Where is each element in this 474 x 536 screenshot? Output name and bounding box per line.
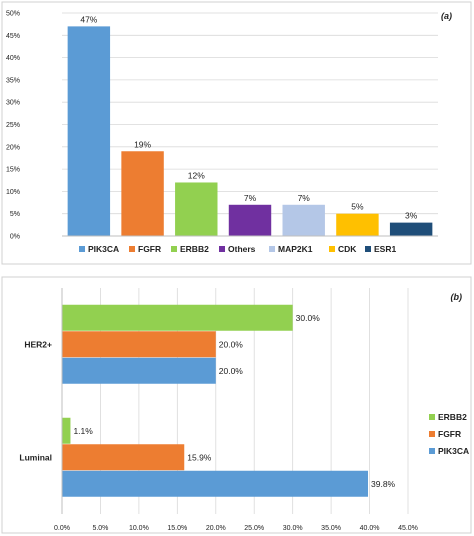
panel-b-chart: (b) 0.0% 5.0% 10.0% 15.0% 20.0% 25.0% 30.0% 35.… bbox=[1, 276, 472, 534]
bar-fgfr-luminal bbox=[62, 444, 185, 471]
panel-a-y-axis: 0% 5% 10% 15% 20% 25% 30% 35% 40% 45% 50% bbox=[6, 11, 20, 241]
data-label: 19% bbox=[134, 139, 151, 149]
panel-a-legend: PIK3CA FGFR ERBB2 Others MAP2K1 CDK ESR1 bbox=[79, 244, 396, 254]
data-label: 20.0% bbox=[219, 340, 244, 350]
y-tick-label: 25% bbox=[6, 122, 20, 129]
y-tick-label: 30% bbox=[6, 100, 20, 107]
x-tick-label: 25.0% bbox=[244, 525, 264, 532]
y-tick-label: 0% bbox=[10, 234, 20, 241]
panel-b-category-labels: HER2+ Luminal bbox=[19, 340, 52, 463]
legend-swatch bbox=[429, 448, 435, 454]
legend-swatch bbox=[269, 246, 275, 252]
data-label: 30.0% bbox=[296, 313, 321, 323]
legend-label: FGFR bbox=[138, 244, 161, 254]
x-tick-label: 0.0% bbox=[54, 525, 70, 532]
category-label: HER2+ bbox=[24, 340, 52, 350]
x-tick-label: 30.0% bbox=[283, 525, 303, 532]
x-tick-label: 20.0% bbox=[206, 525, 226, 532]
legend-label: ESR1 bbox=[374, 244, 396, 254]
data-label: 47% bbox=[80, 14, 97, 24]
legend-swatch bbox=[329, 246, 335, 252]
data-label: 20.0% bbox=[219, 366, 244, 376]
data-label: 3% bbox=[405, 211, 418, 221]
legend-swatch bbox=[219, 246, 225, 252]
bar-cdk bbox=[336, 213, 379, 236]
x-tick-label: 35.0% bbox=[321, 525, 341, 532]
bar-erbb2-luminal bbox=[62, 417, 71, 444]
bar-fgfr-her2plus bbox=[62, 331, 216, 358]
y-tick-label: 15% bbox=[6, 167, 20, 174]
data-label: 1.1% bbox=[73, 426, 93, 436]
category-label: Luminal bbox=[19, 453, 52, 463]
x-tick-label: 40.0% bbox=[360, 525, 380, 532]
panel-a-data-labels: 47% 19% 12% 7% 7% 5% 3% bbox=[80, 14, 417, 220]
panel-a-label: (a) bbox=[441, 11, 452, 21]
bar-erbb2 bbox=[175, 182, 218, 236]
y-tick-label: 50% bbox=[6, 11, 20, 18]
x-tick-label: 5.0% bbox=[92, 525, 108, 532]
x-tick-label: 45.0% bbox=[398, 525, 418, 532]
bar-erbb2-her2plus bbox=[62, 304, 293, 331]
legend-label: MAP2K1 bbox=[278, 244, 313, 254]
legend-label: FGFR bbox=[438, 429, 461, 439]
bar-map2k1 bbox=[282, 204, 325, 236]
x-tick-label: 10.0% bbox=[129, 525, 149, 532]
data-label: 39.8% bbox=[371, 479, 396, 489]
data-label: 7% bbox=[298, 193, 311, 203]
panel-b-data-labels: 30.0% 20.0% 20.0% 1.1% 15.9% 39.8% bbox=[73, 313, 395, 489]
y-tick-label: 5% bbox=[10, 211, 20, 218]
bar-fgfr bbox=[121, 151, 164, 236]
legend-label: CDK bbox=[338, 244, 357, 254]
legend-label: PIK3CA bbox=[438, 446, 469, 456]
legend-swatch bbox=[429, 431, 435, 437]
panel-a-frame bbox=[1, 1, 472, 265]
legend-swatch bbox=[79, 246, 85, 252]
data-label: 15.9% bbox=[187, 453, 212, 463]
legend-label: ERBB2 bbox=[180, 244, 209, 254]
legend-label: Others bbox=[228, 244, 256, 254]
panel-b-legend: ERBB2 FGFR PIK3CA bbox=[429, 412, 469, 456]
legend-label: ERBB2 bbox=[438, 412, 467, 422]
legend-swatch bbox=[171, 246, 177, 252]
legend-swatch bbox=[365, 246, 371, 252]
panel-a-chart: (a) 0% 5% 10% 15% 20% 25% 30% 35% 40% 45% 50% 47% 1… bbox=[1, 1, 472, 265]
legend-label: PIK3CA bbox=[88, 244, 119, 254]
y-tick-label: 35% bbox=[6, 77, 20, 84]
data-label: 7% bbox=[244, 193, 257, 203]
panel-b-bars bbox=[62, 304, 369, 497]
data-label: 12% bbox=[188, 170, 205, 180]
bar-esr1 bbox=[389, 222, 433, 236]
y-tick-label: 10% bbox=[6, 189, 20, 196]
bar-pik3ca-her2plus bbox=[62, 357, 216, 384]
panel-b-frame bbox=[1, 276, 472, 534]
legend-swatch bbox=[129, 246, 135, 252]
y-tick-label: 40% bbox=[6, 55, 20, 62]
bar-pik3ca-luminal bbox=[62, 470, 369, 497]
data-label: 5% bbox=[351, 202, 364, 212]
panel-b-label: (b) bbox=[451, 292, 463, 302]
x-tick-label: 15.0% bbox=[167, 525, 187, 532]
y-tick-label: 20% bbox=[6, 144, 20, 151]
panel-a-bars bbox=[67, 26, 433, 236]
y-tick-label: 45% bbox=[6, 33, 20, 40]
bar-others bbox=[228, 204, 272, 236]
legend-swatch bbox=[429, 414, 435, 420]
bar-pik3ca bbox=[67, 26, 111, 236]
panel-b-x-axis: 0.0% 5.0% 10.0% 15.0% 20.0% 25.0% 30.0% 35.0% 40… bbox=[54, 525, 418, 532]
